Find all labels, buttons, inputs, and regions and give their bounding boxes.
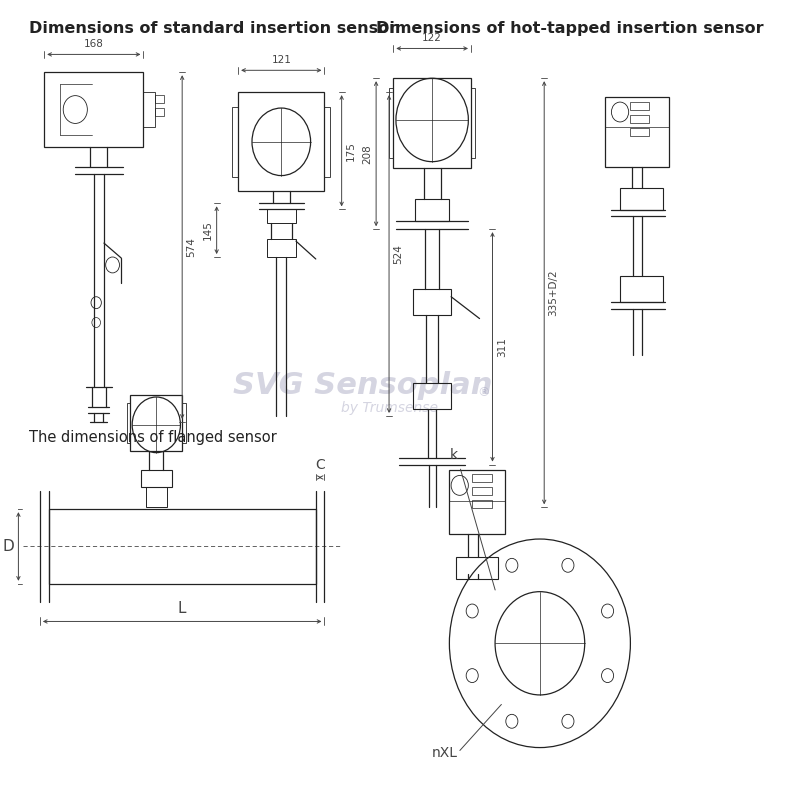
Text: 175: 175: [346, 141, 356, 161]
Bar: [44, 72, 143, 146]
Bar: [266, 239, 296, 257]
Text: 574: 574: [186, 237, 197, 257]
Bar: [49, 510, 316, 584]
Text: Dimensions of standard insertion sensor: Dimensions of standard insertion sensor: [29, 21, 397, 36]
Bar: [630, 128, 650, 136]
Text: SVG Sensoplan: SVG Sensoplan: [234, 370, 493, 400]
Bar: [630, 102, 650, 110]
Text: ®: ®: [478, 386, 490, 398]
Bar: [472, 487, 493, 495]
Bar: [620, 189, 663, 210]
Text: 524: 524: [394, 244, 403, 264]
Text: 311: 311: [497, 337, 506, 357]
Text: 168: 168: [84, 39, 104, 50]
Bar: [450, 470, 506, 534]
Text: 145: 145: [202, 220, 212, 240]
Text: by Trumsense: by Trumsense: [341, 401, 438, 415]
Text: 122: 122: [422, 34, 442, 43]
Bar: [620, 276, 663, 302]
Bar: [389, 88, 394, 158]
Bar: [472, 500, 493, 508]
Bar: [413, 383, 451, 409]
Text: C: C: [315, 458, 325, 473]
Text: The dimensions of flanged sensor: The dimensions of flanged sensor: [29, 430, 277, 445]
Bar: [182, 403, 186, 442]
Bar: [324, 107, 330, 177]
Text: L: L: [178, 602, 186, 617]
Bar: [394, 78, 471, 168]
Bar: [456, 557, 498, 578]
Text: 121: 121: [271, 55, 291, 66]
Bar: [238, 92, 324, 191]
Bar: [143, 92, 155, 127]
Bar: [472, 474, 493, 482]
Text: Dimensions of hot-tapped insertion sensor: Dimensions of hot-tapped insertion senso…: [376, 21, 764, 36]
Bar: [630, 115, 650, 123]
Bar: [141, 470, 172, 487]
Text: 208: 208: [362, 144, 372, 163]
Bar: [232, 107, 238, 177]
Bar: [605, 97, 669, 166]
Bar: [415, 199, 450, 222]
Bar: [127, 403, 130, 442]
Bar: [155, 95, 164, 103]
Bar: [155, 108, 164, 116]
Text: k: k: [450, 447, 458, 462]
Text: nXL: nXL: [432, 746, 458, 759]
Bar: [130, 395, 182, 450]
Bar: [146, 487, 166, 507]
Bar: [266, 210, 296, 223]
Text: D: D: [2, 539, 14, 554]
Bar: [413, 289, 451, 314]
Text: 335+D/2: 335+D/2: [549, 270, 558, 316]
Bar: [471, 88, 475, 158]
